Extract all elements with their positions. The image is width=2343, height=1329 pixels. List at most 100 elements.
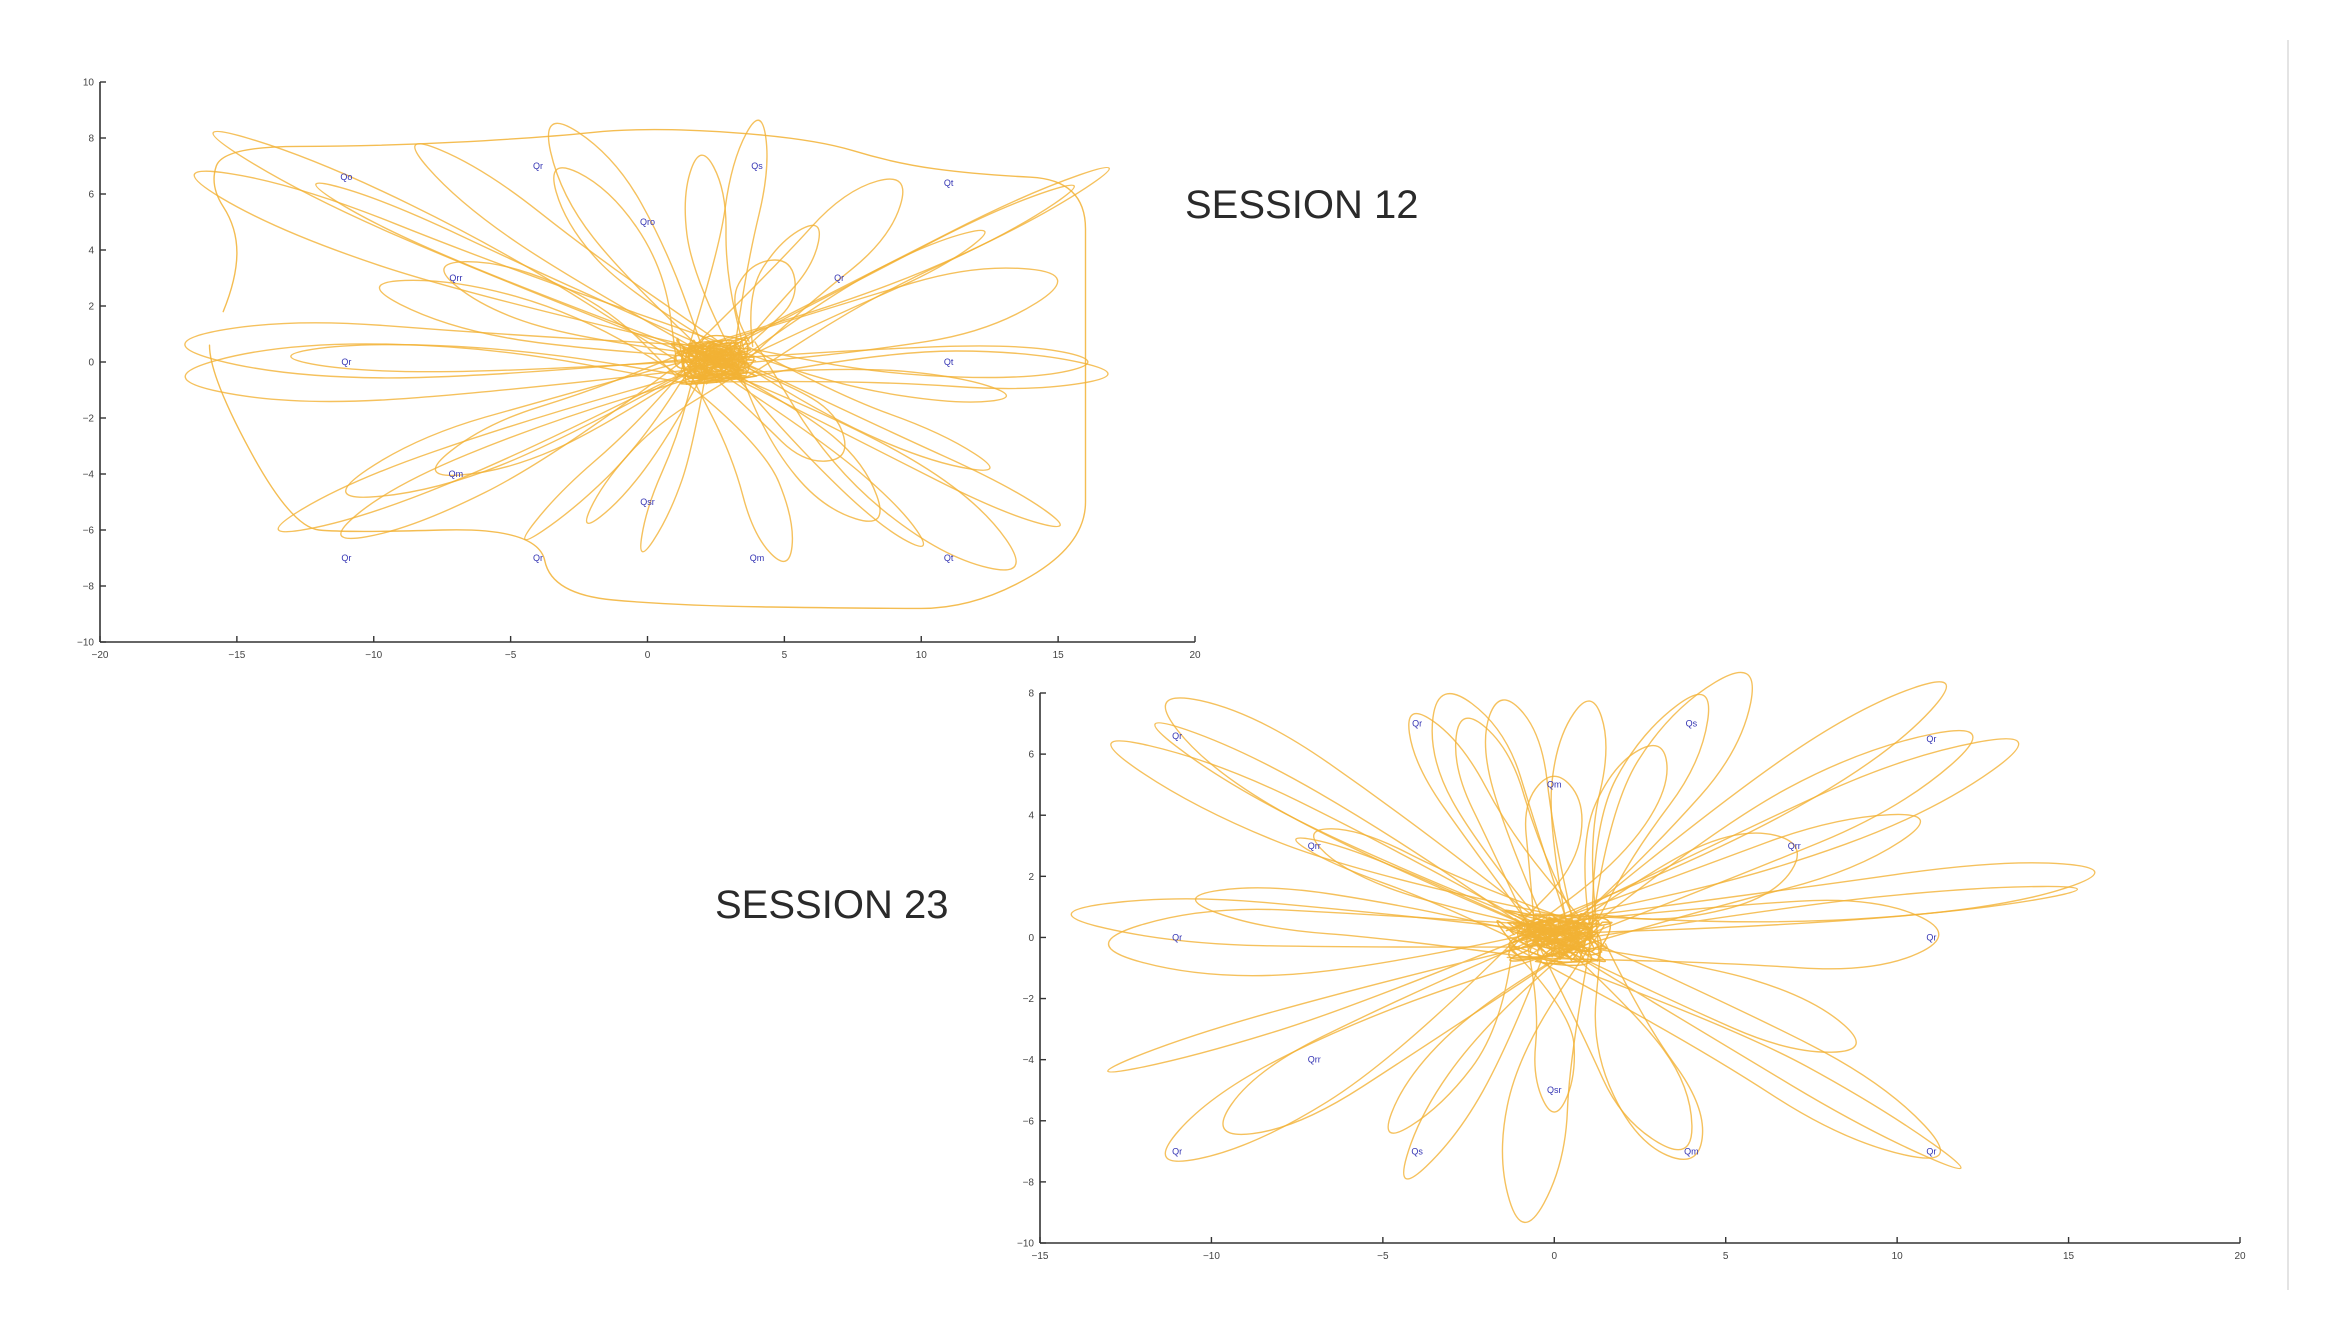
cursor-trace xyxy=(1518,813,1921,950)
x-tick-label: 10 xyxy=(916,650,928,661)
x-tick-label: 15 xyxy=(2063,1251,2075,1262)
cursor-trace xyxy=(585,376,735,524)
y-tick-label: 6 xyxy=(88,190,94,201)
y-tick-label: 8 xyxy=(88,134,94,145)
cursor-trace xyxy=(682,372,794,563)
cursor-trace xyxy=(736,341,1017,571)
y-tick-label: −10 xyxy=(77,638,94,649)
cursor-trace xyxy=(1194,887,1563,963)
session-12-cursor-traces xyxy=(184,119,1110,610)
cursor-trace xyxy=(184,322,745,379)
cursor-trace xyxy=(1110,740,1599,962)
target-label: Qr xyxy=(533,161,543,171)
cursor-trace-boundary xyxy=(208,128,1087,610)
target-label: Qr xyxy=(1172,1146,1182,1156)
target-label: Qr xyxy=(1172,731,1182,741)
target-label: Qm xyxy=(750,553,765,563)
target-label: Qm xyxy=(1547,780,1562,790)
cursor-trace xyxy=(1508,936,1942,1159)
y-tick-label: 10 xyxy=(83,78,95,89)
target-label: Qs xyxy=(1411,1146,1423,1156)
y-tick-label: 2 xyxy=(88,302,94,313)
y-tick-label: −6 xyxy=(83,526,95,537)
cursor-trace xyxy=(737,224,820,353)
cursor-trace xyxy=(696,229,986,385)
target-label: Qm xyxy=(449,469,464,479)
cursor-trace xyxy=(1591,693,1710,938)
cursor-trace xyxy=(1402,922,1599,1180)
cursor-trace xyxy=(691,346,881,522)
cursor-trace xyxy=(315,182,757,370)
target-label: Qrr xyxy=(1308,1055,1321,1065)
x-tick-label: 0 xyxy=(1552,1251,1558,1262)
target-label: Qr xyxy=(1926,932,1936,942)
cursor-trace xyxy=(277,364,720,533)
cursor-trace xyxy=(340,350,715,540)
y-tick-label: −6 xyxy=(1023,1116,1035,1127)
cursor-trace xyxy=(684,267,1059,363)
target-label: Qr xyxy=(533,553,543,563)
cursor-trace xyxy=(718,184,1075,382)
target-label: Qs xyxy=(751,161,763,171)
cursor-trace xyxy=(1387,931,1599,1134)
cursor-trace xyxy=(689,353,846,462)
target-label: Qsr xyxy=(640,497,655,507)
cursor-trace xyxy=(1504,885,2079,952)
cursor-trace xyxy=(1509,919,1576,1113)
cursor-trace xyxy=(1164,697,1551,936)
cursor-trace xyxy=(689,354,1061,528)
cursor-trace xyxy=(1520,744,1668,937)
target-label: Qrr xyxy=(1308,841,1321,851)
y-tick-label: 4 xyxy=(88,246,94,257)
cursor-trace xyxy=(1154,722,1573,960)
target-label: Qt xyxy=(944,553,954,563)
cursor-trace xyxy=(1222,927,1580,1136)
cursor-trace xyxy=(1408,712,1583,927)
session-23-title: SESSION 23 xyxy=(715,883,948,927)
target-label: Qm xyxy=(1684,1146,1699,1156)
target-label: Qt xyxy=(944,357,954,367)
cursor-trace xyxy=(1509,681,1948,937)
target-label: Qr xyxy=(1412,719,1422,729)
x-tick-label: 5 xyxy=(782,650,788,661)
y-tick-label: −10 xyxy=(1017,1239,1034,1250)
target-label: Qs xyxy=(1686,719,1698,729)
cursor-trace xyxy=(1515,926,1857,1053)
target-label: Qo xyxy=(340,172,352,182)
target-label: Qr xyxy=(1926,1146,1936,1156)
x-tick-label: 0 xyxy=(645,650,651,661)
target-label: Qrr xyxy=(1788,841,1801,851)
target-label: Qt xyxy=(944,178,954,188)
cursor-trace xyxy=(1164,924,1565,1162)
cursor-trace-center xyxy=(1520,916,1612,954)
cursor-trace xyxy=(1454,717,1573,951)
x-tick-label: −15 xyxy=(1032,1251,1049,1262)
x-tick-label: −5 xyxy=(1377,1251,1389,1262)
x-tick-label: −10 xyxy=(365,650,382,661)
session-12-target-labels: Qo Qr Qs Qt Qro Qrr Qr Qr Qt Qm Qsr Qr Qr Qm Qt xyxy=(340,161,954,563)
target-label: Qr xyxy=(1172,932,1182,942)
cursor-trace xyxy=(378,279,752,385)
cursor-trace-center xyxy=(1513,913,1608,953)
y-tick-label: 6 xyxy=(1028,750,1034,761)
cursor-trace xyxy=(1594,943,1704,1160)
cursor-trace xyxy=(1295,837,1577,951)
x-tick-label: 15 xyxy=(1053,650,1065,661)
cursor-trace xyxy=(1529,862,2096,936)
cursor-trace xyxy=(547,122,711,358)
cursor-trace xyxy=(1561,671,1753,950)
cursor-trace xyxy=(715,345,991,471)
cursor-trace xyxy=(193,170,757,362)
x-tick-label: −10 xyxy=(1203,1251,1220,1262)
cursor-trace xyxy=(443,260,727,377)
cursor-trace xyxy=(640,346,711,553)
x-tick-label: 20 xyxy=(1189,650,1201,661)
x-tick-label: −20 xyxy=(92,650,109,661)
y-tick-label: −4 xyxy=(83,470,95,481)
cursor-trace xyxy=(345,341,754,498)
y-tick-label: 8 xyxy=(1028,689,1034,700)
